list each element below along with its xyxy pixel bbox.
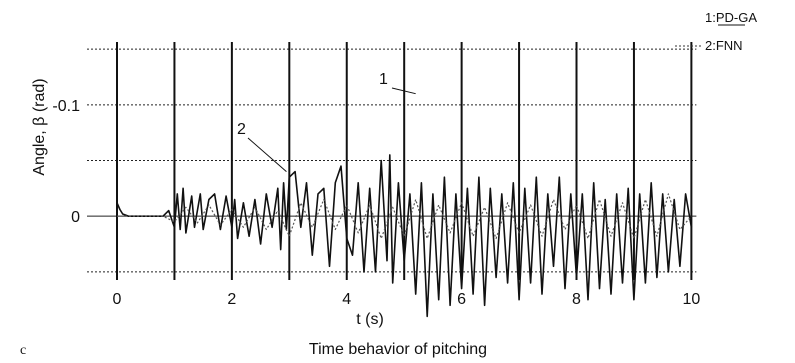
series-layer <box>116 154 693 318</box>
annotations: 1 2 <box>237 71 416 173</box>
x-axis-label: t (s) <box>356 311 384 328</box>
axes: 0 2 4 6 8 10 -0.1 0 <box>52 98 700 308</box>
x-tick-label: 2 <box>227 291 236 308</box>
vertical-markers <box>116 42 693 280</box>
legend-entry-1: 1:PD-GA <box>705 10 757 25</box>
annotation-1-label: 1 <box>379 71 388 88</box>
y-tick-label: 0 <box>71 209 80 226</box>
legend-entry-2: 2:FNN <box>705 38 743 53</box>
x-tick-label: 10 <box>682 291 700 308</box>
x-tick-label: 8 <box>572 291 581 308</box>
y-axis-label: Angle, β (rad) <box>31 78 48 175</box>
caption: Time behavior of pitching <box>309 341 487 358</box>
series-line-2 <box>117 193 692 240</box>
panel-label: c <box>20 343 26 358</box>
y-tick-label: -0.1 <box>52 98 80 115</box>
legend: 1:PD-GA 2:FNN <box>675 10 757 53</box>
x-tick-label: 0 <box>113 291 122 308</box>
x-tick-label: 4 <box>342 291 351 308</box>
annotation-2-label: 2 <box>237 121 246 138</box>
annotation-1-leader <box>391 87 416 95</box>
annotation-2-leader <box>247 137 287 173</box>
series-line-1 <box>116 154 693 318</box>
x-tick-label: 6 <box>457 291 466 308</box>
